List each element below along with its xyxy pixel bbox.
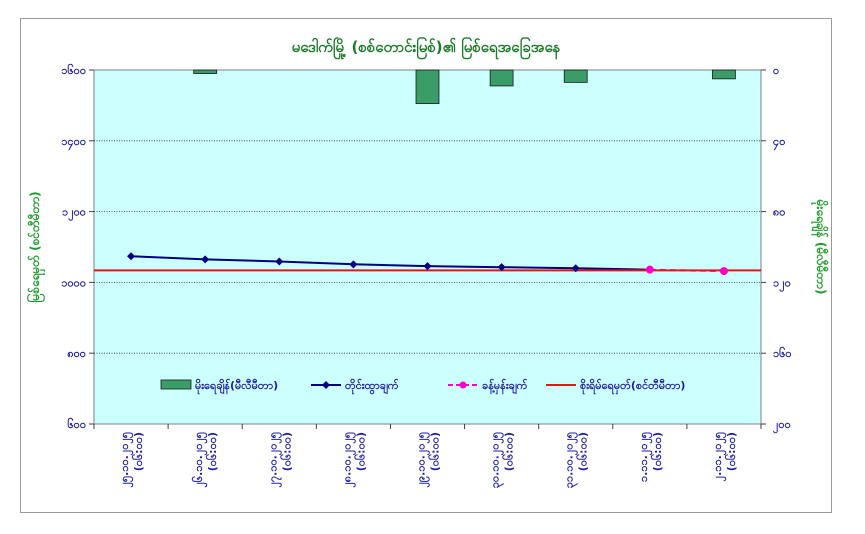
series-points xyxy=(127,252,728,276)
x-tick-label: ၃၁.၁၀.၂၀၂၅ (၀၆:၀၀) xyxy=(563,431,590,488)
left-axis-ticks: ၆၀၀ ၈၀၀ ၁၀၀၀ ၁၂၀၀ ၁၄၀၀ ၁၆၀၀ xyxy=(61,64,94,431)
x-tick-label: ၂.၁၁.၂၀၂၅ (၀၆:၀၀) xyxy=(711,431,738,481)
plot-area xyxy=(93,69,762,425)
rainfall-bar xyxy=(563,69,588,83)
x-tick-date: ၂၆.၁၀.၂၀၂၅ xyxy=(192,431,208,487)
left-tick-label: ၁၆၀၀ xyxy=(61,64,86,77)
x-tick-label: ၂၇.၁၀.၂၀၂၅ (၀၆:၀၀) xyxy=(266,431,293,487)
right-axis-label: မိုးရေချိန် (မီလီမီတာ) xyxy=(810,199,830,295)
chart-svg: မဒေါက်မြို့ (စစ်တောင်းမြစ်)၏ မြစ်ရေအခြေအ… xyxy=(25,36,830,488)
x-tick-label: ၁.၁၁.၂၀၂၅ (၀၆:၀၀) xyxy=(637,431,664,482)
x-tick-time: (၀၆:၀၀) xyxy=(503,432,516,471)
x-tick-date: ၂၅.၁၀.၂၀၂၅ xyxy=(118,431,134,487)
x-tick-label: ၂၉.၁၀.၂၀၂၅ (၀၆:၀၀) xyxy=(415,431,442,487)
right-tick-label: ၁၂၀ xyxy=(773,276,791,292)
right-tick-label: ၂၀၀ xyxy=(773,418,791,434)
x-tick-time: (၀၆:၀၀) xyxy=(280,432,293,471)
gridlines xyxy=(94,140,761,354)
legend-item: ခန့်မှန်းချက် xyxy=(448,378,528,395)
x-tick-date: ၂၉.၁၀.၂၀၂၅ xyxy=(415,431,431,487)
right-tick-label: ၈၀ xyxy=(773,206,785,219)
observed-line xyxy=(131,255,650,271)
x-tick-time: (၀၆:၀၀) xyxy=(206,432,219,471)
right-tick-label: ၀ xyxy=(773,64,779,77)
observed-point xyxy=(275,257,284,266)
right-tick-label: ၁၆၀ xyxy=(773,347,792,360)
legend-label: မိုးရေချိန်(မီလီမီတာ) xyxy=(195,378,278,395)
x-axis-ticks: ၂၅.၁၀.၂၀၂၅ (၀၆:၀၀) ၂၆.၁၀.၂၀၂၅ (၀၆:၀၀) ၂၇.၁၀.… xyxy=(93,424,762,488)
forecast-point xyxy=(645,265,654,274)
chart-frame: မဒေါက်မြို့ (စစ်တောင်းမြစ်)၏ မြစ်ရေအခြေအ… xyxy=(20,18,832,513)
observed-point xyxy=(349,260,358,269)
legend-marker xyxy=(459,381,467,389)
left-tick-label: ၈၀၀ xyxy=(67,347,86,360)
left-tick-label: ၁၂၀၀ xyxy=(62,206,86,222)
x-tick-date: ၁.၁၁.၂၀၂၅ xyxy=(637,431,653,482)
chart-title: မဒေါက်မြို့ (စစ်တောင်းမြစ်)၏ မြစ်ရေအခြေအ… xyxy=(292,36,561,60)
legend: မိုးရေချိန်(မီလီမီတာ) တိုင်းထွာချက် ခန့်မှ… xyxy=(160,378,685,395)
rainfall-bar xyxy=(489,69,514,87)
observed-point xyxy=(423,262,432,271)
legend-label: တိုင်းထွာချက် xyxy=(345,378,399,395)
rainfall-bar xyxy=(193,69,218,74)
observed-point xyxy=(127,252,136,261)
legend-item: မိုးရေချိန်(မီလီမီတာ) xyxy=(160,378,278,395)
x-tick-time: (၀၆:၀၀) xyxy=(577,432,590,471)
x-tick-label: ၃၀.၁၀.၂၀၂၅ (၀၆:၀၀) xyxy=(489,431,516,488)
x-tick-label: ၂၅.၁၀.၂၀၂၅ (၀၆:၀၀) xyxy=(118,431,145,487)
x-tick-date: ၃၀.၁၀.၂၀၂၅ xyxy=(489,431,505,488)
observed-point xyxy=(497,263,506,272)
observed-point xyxy=(571,264,580,273)
legend-marker xyxy=(322,381,330,389)
x-tick-time: (၀၆:၀၀) xyxy=(725,432,738,471)
forecast-point xyxy=(719,267,728,276)
legend-swatch xyxy=(160,379,192,390)
legend-label: စိုးရိမ်ရေမှတ်(စင်တီမီတာ) xyxy=(580,378,685,395)
rainfall-bar xyxy=(415,69,440,105)
legend-item: စိုးရိမ်ရေမှတ်(စင်တီမီတာ) xyxy=(546,378,685,395)
x-tick-label: ၂၆.၁၀.၂၀၂၅ (၀၆:၀၀) xyxy=(192,431,219,487)
x-tick-date: ၃၁.၁၀.၂၀၂၅ xyxy=(563,431,579,488)
x-tick-date: ၂၇.၁၀.၂၀၂၅ xyxy=(266,431,282,487)
x-tick-time: (၀၆:၀၀) xyxy=(429,432,442,471)
observed-point xyxy=(201,255,210,264)
left-axis-label: မြစ်ရေမှတ် (စင်တီမီတာ) xyxy=(25,191,46,302)
x-tick-time: (၀၆:၀၀) xyxy=(651,432,664,471)
legend-label: ခန့်မှန်းချက် xyxy=(482,378,528,395)
rainfall-bar xyxy=(712,69,736,80)
x-tick-time: (၀၆:၀၀) xyxy=(132,432,145,471)
legend-item: တိုင်းထွာချက် xyxy=(311,378,399,395)
x-tick-label: ၂၈.၁၀.၂၀၂၅ (၀၆:၀၀) xyxy=(340,431,367,487)
x-tick-date: ၂၈.၁၀.၂၀၂၅ xyxy=(340,431,356,487)
rainfall-bars xyxy=(193,69,736,105)
left-tick-label: ၆၀၀ xyxy=(67,418,86,431)
right-tick-label: ၄၀ xyxy=(773,135,785,151)
x-tick-time: (၀၆:၀၀) xyxy=(354,432,367,471)
x-tick-date: ၂.၁၁.၂၀၂၅ xyxy=(711,431,727,481)
left-tick-label: ၁၀၀၀ xyxy=(61,276,86,289)
left-tick-label: ၁၄၀၀ xyxy=(61,135,86,151)
